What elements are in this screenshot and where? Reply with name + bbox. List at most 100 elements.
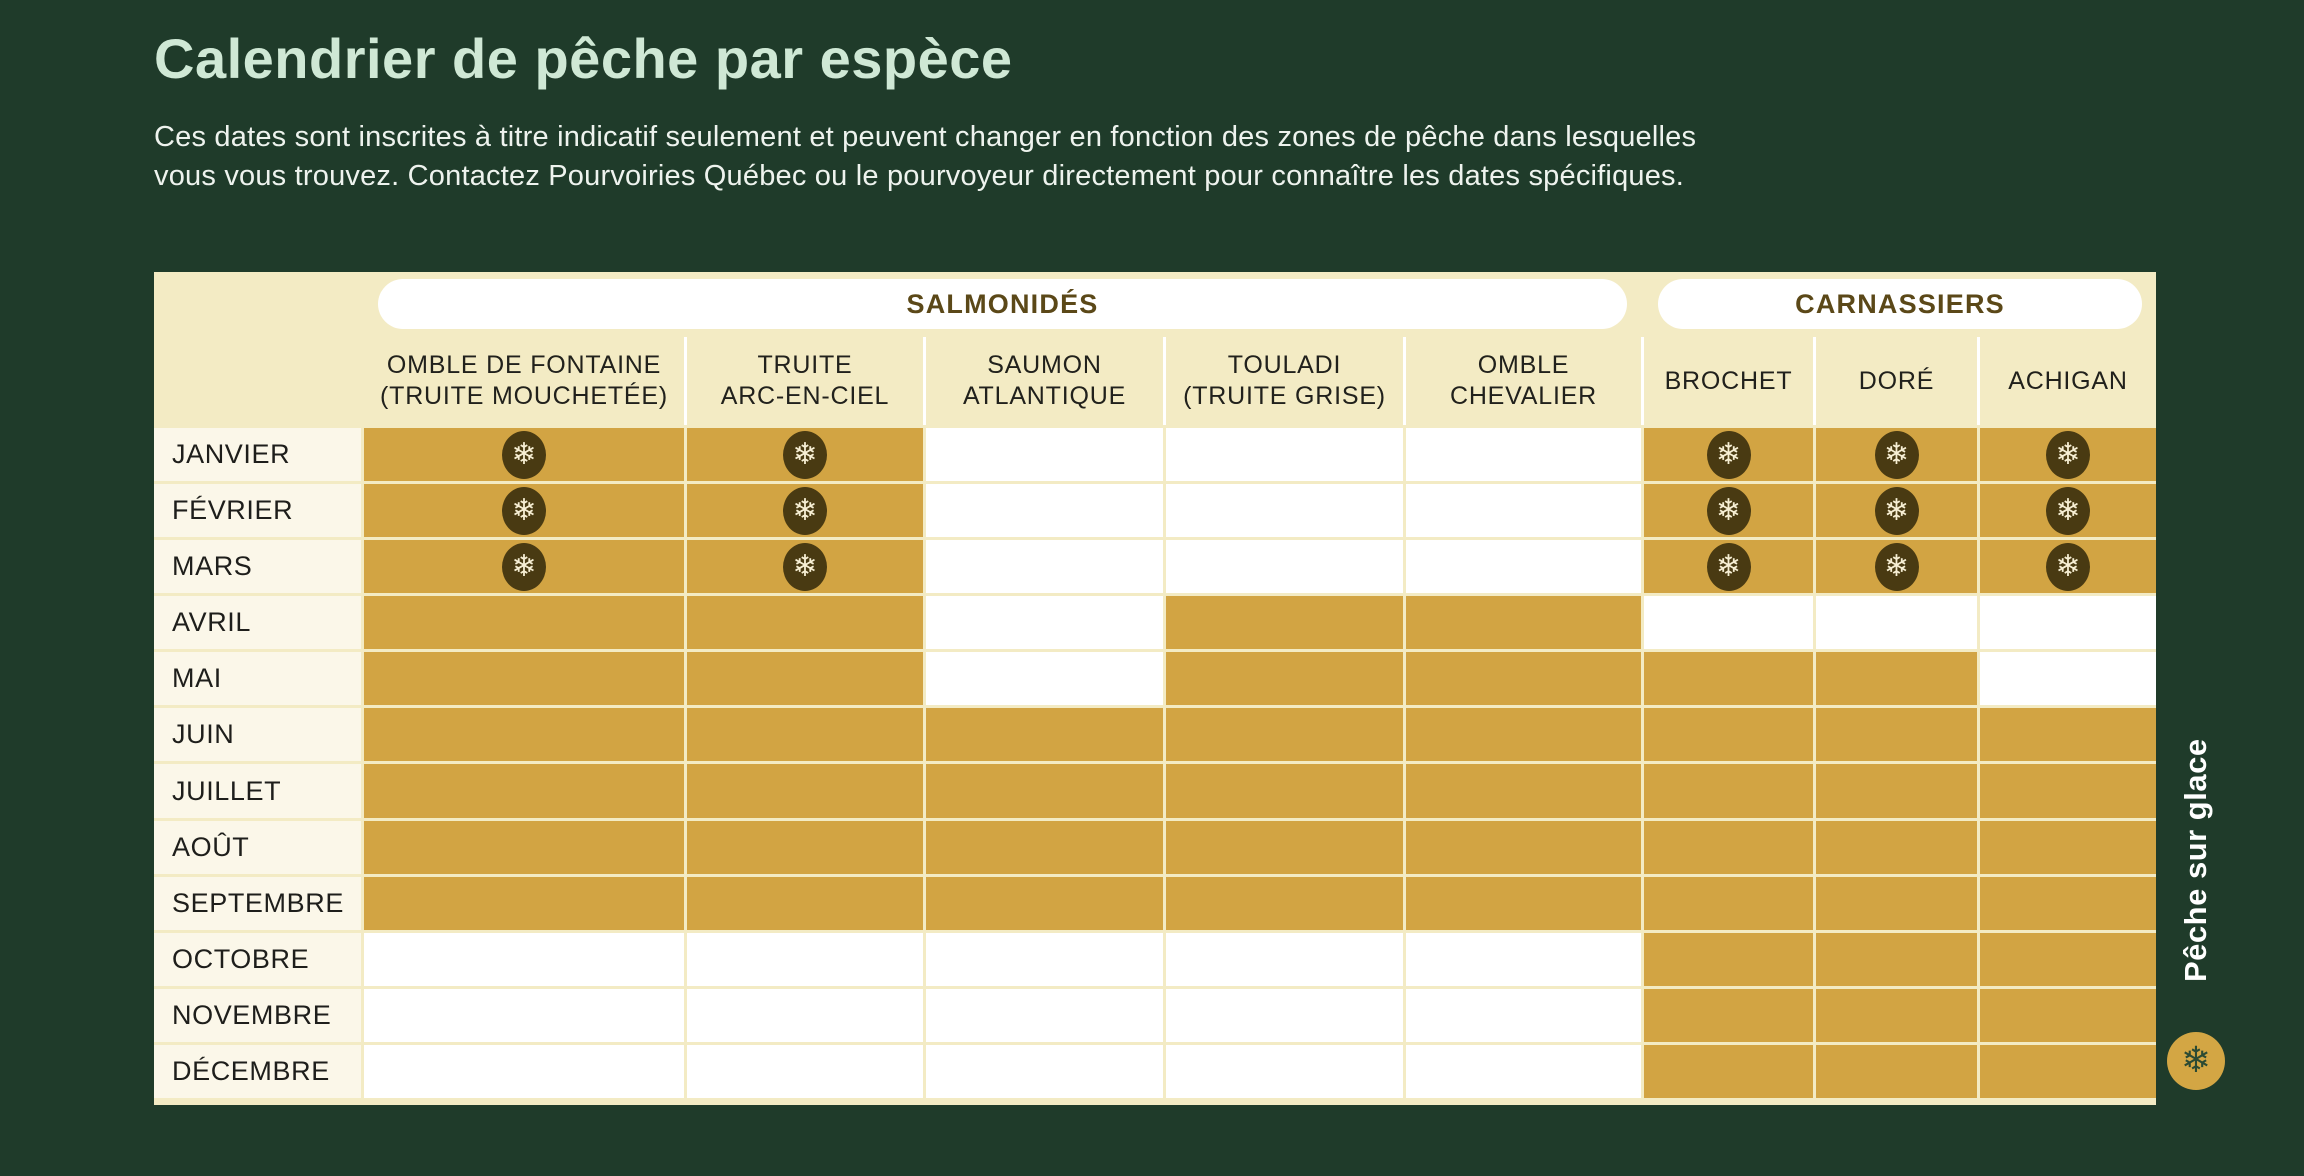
snowflake-icon: ❄ (511, 548, 537, 584)
snowflake-icon: ❄ (2055, 436, 2081, 472)
ice-fishing-cell-badge: ❄ (2046, 430, 2090, 479)
header-row-spacer (154, 337, 361, 425)
column-header-line1: OMBLE (1477, 351, 1570, 379)
column-header-line1: ACHIGAN (2008, 366, 2128, 395)
calendar-cell: ❄ (1816, 540, 1977, 594)
calendar-cell (687, 988, 923, 1042)
page-subtitle: Ces dates sont inscrites à titre indicat… (154, 118, 1696, 196)
ice-fishing-cell-badge: ❄ (1706, 542, 1751, 591)
calendar-cell (687, 652, 923, 706)
calendar-cell (926, 1044, 1163, 1098)
month-label: JANVIER (154, 428, 361, 482)
calendar-cell (1980, 820, 2156, 874)
calendar-cell (1644, 764, 1813, 818)
month-label: DÉCEMBRE (154, 1044, 361, 1098)
calendar-cell (364, 932, 684, 986)
column-header-line1: OMBLE DE FONTAINE (386, 351, 662, 379)
calendar-cell (1406, 596, 1641, 650)
column-header: OMBLE CHEVALIER (1406, 337, 1641, 425)
subtitle-line-2: vous vous trouvez. Contactez Pourvoiries… (154, 160, 1685, 192)
calendar-cell (1166, 876, 1403, 930)
calendar-cell (926, 932, 1163, 986)
calendar-cell (1406, 1044, 1641, 1098)
calendar-cell (926, 820, 1163, 874)
snowflake-icon: ❄ (1883, 492, 1910, 528)
calendar-cell (1406, 652, 1641, 706)
calendar-cell (926, 540, 1163, 594)
snowflake-icon: ❄ (1715, 548, 1742, 584)
calendar-cell (1980, 932, 2156, 986)
calendar-cell (1644, 876, 1813, 930)
calendar-cell (1166, 988, 1403, 1042)
snowflake-icon: ❄ (1715, 492, 1742, 528)
calendar-cell (1980, 652, 2156, 706)
calendar-cell (1166, 596, 1403, 650)
calendar-cell (364, 764, 684, 818)
calendar-cell (1644, 988, 1813, 1042)
ice-fishing-cell-badge: ❄ (783, 430, 827, 479)
calendar-cell (1816, 708, 1977, 762)
snowflake-icon: ❄ (792, 436, 818, 472)
calendar-cell (364, 596, 684, 650)
month-label: JUILLET (154, 764, 361, 818)
calendar-cell (1166, 820, 1403, 874)
calendar-cell (687, 932, 923, 986)
ice-fishing-badge: ❄ (2167, 1032, 2225, 1090)
ice-fishing-cell-badge: ❄ (2046, 542, 2090, 591)
calendar-cell (364, 820, 684, 874)
calendar-cell: ❄ (1644, 428, 1813, 482)
month-label: OCTOBRE (154, 932, 361, 986)
calendar-cell (1406, 708, 1641, 762)
calendar-cell (1644, 932, 1813, 986)
column-header-line2: ATLANTIQUE (962, 382, 1127, 410)
calendar-cell (364, 708, 684, 762)
subtitle-line-1: Ces dates sont inscrites à titre indicat… (154, 121, 1697, 153)
calendar-cell: ❄ (687, 484, 923, 538)
column-header: BROCHET (1644, 337, 1813, 425)
calendar-cell (1644, 652, 1813, 706)
snowflake-icon: ❄ (1883, 548, 1910, 584)
calendar-cell (1644, 1044, 1813, 1098)
calendar-cell: ❄ (1644, 484, 1813, 538)
calendar-cell (1166, 484, 1403, 538)
calendar-cell (1816, 932, 1977, 986)
month-label: MARS (154, 540, 361, 594)
ice-fishing-cell-badge: ❄ (2046, 486, 2090, 535)
calendar-cell (687, 1044, 923, 1098)
calendar-cell: ❄ (364, 484, 684, 538)
snowflake-icon: ❄ (792, 548, 818, 584)
calendar-cell (687, 596, 923, 650)
calendar-cell (926, 652, 1163, 706)
snowflake-icon: ❄ (792, 492, 818, 528)
calendar-cell (687, 820, 923, 874)
group-header-carnassiers: CARNASSIERS (1644, 272, 2156, 334)
column-header-line2: ARC-EN-CIEL (720, 382, 890, 410)
ice-fishing-label: Pêche sur glace (2178, 738, 2213, 982)
column-header-line2: CHEVALIER (1449, 382, 1598, 410)
calendar-cell (1406, 988, 1641, 1042)
calendar-cell (1166, 428, 1403, 482)
snowflake-icon: ❄ (511, 492, 537, 528)
calendar-cell (926, 428, 1163, 482)
ice-fishing-cell-badge: ❄ (1706, 430, 1751, 479)
ice-fishing-cell-badge: ❄ (1874, 430, 1919, 479)
calendar-cell (1980, 988, 2156, 1042)
calendar-cell (1980, 596, 2156, 650)
month-label: SEPTEMBRE (154, 876, 361, 930)
fishing-calendar-table: SALMONIDÉS CARNASSIERS OMBLE DE FONTAINE… (154, 272, 2156, 1105)
calendar-cell (364, 988, 684, 1042)
column-header-line1: TOULADI (1227, 351, 1342, 379)
table-corner-spacer (154, 272, 361, 334)
ice-fishing-cell-badge: ❄ (1874, 486, 1919, 535)
calendar-cell (1644, 596, 1813, 650)
month-label: NOVEMBRE (154, 988, 361, 1042)
group-pill-salmonides: SALMONIDÉS (378, 279, 1627, 329)
calendar-cell (1166, 764, 1403, 818)
column-header-line2: (TRUITE MOUCHETÉE) (380, 382, 668, 410)
calendar-cell (1816, 988, 1977, 1042)
column-header-line2: (TRUITE GRISE) (1183, 382, 1386, 410)
calendar-cell (1406, 484, 1641, 538)
month-label: AOÛT (154, 820, 361, 874)
ice-fishing-cell-badge: ❄ (1874, 542, 1919, 591)
calendar-cell (364, 652, 684, 706)
